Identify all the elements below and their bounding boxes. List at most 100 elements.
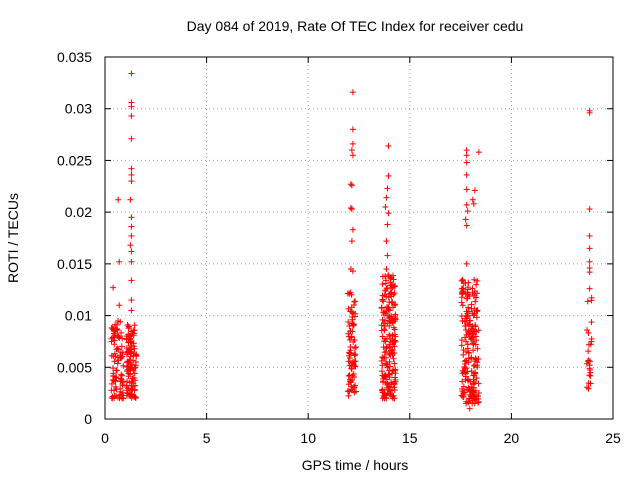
- data-point: [385, 271, 392, 278]
- data-point: [465, 349, 472, 356]
- data-point: [474, 345, 481, 352]
- data-point: [133, 352, 140, 359]
- data-point: [386, 341, 393, 348]
- data-point: [347, 344, 354, 351]
- data-point: [128, 277, 135, 284]
- data-point: [352, 382, 359, 389]
- data-point: [586, 109, 593, 116]
- data-point: [345, 305, 352, 312]
- data-point: [472, 396, 479, 403]
- data-point: [387, 335, 394, 342]
- data-point: [383, 266, 390, 273]
- data-point: [387, 290, 394, 297]
- data-point: [347, 181, 354, 188]
- data-point: [347, 205, 354, 212]
- data-point: [115, 196, 122, 203]
- data-point: [383, 238, 390, 245]
- data-point: [348, 308, 355, 315]
- data-point: [475, 327, 482, 334]
- y-tick-label: 0.02: [65, 204, 92, 220]
- data-point: [386, 322, 393, 329]
- data-point: [458, 294, 465, 301]
- data-point: [119, 335, 126, 342]
- data-point: [344, 388, 351, 395]
- data-point: [384, 185, 391, 192]
- data-point: [349, 140, 356, 147]
- data-point: [112, 377, 119, 384]
- data-point: [462, 216, 469, 223]
- data-point: [390, 355, 397, 362]
- data-point: [390, 367, 397, 374]
- data-point: [385, 142, 392, 149]
- data-point: [386, 331, 393, 338]
- y-tick-label: 0.01: [65, 308, 92, 324]
- data-point: [390, 324, 397, 331]
- data-point: [349, 359, 356, 366]
- data-point: [385, 306, 392, 313]
- data-point: [392, 378, 399, 385]
- data-point: [125, 370, 132, 377]
- data-point: [124, 378, 131, 385]
- data-point: [471, 358, 478, 365]
- data-point: [585, 329, 592, 336]
- data-point: [584, 358, 591, 365]
- data-point: [381, 326, 388, 333]
- data-point: [130, 357, 137, 364]
- data-point: [385, 371, 392, 378]
- data-point: [470, 328, 477, 335]
- data-point: [352, 298, 359, 305]
- data-point: [382, 348, 389, 355]
- data-point: [474, 307, 481, 314]
- data-point: [385, 172, 392, 179]
- data-point: [392, 282, 399, 289]
- data-point: [389, 332, 396, 339]
- data-point: [388, 299, 395, 306]
- data-point: [128, 223, 135, 230]
- data-point: [381, 391, 388, 398]
- data-point: [349, 126, 356, 133]
- data-point: [386, 350, 393, 357]
- data-point: [587, 380, 594, 387]
- data-point: [349, 316, 356, 323]
- data-point: [379, 273, 386, 280]
- data-point: [115, 357, 122, 364]
- data-point: [464, 341, 471, 348]
- data-point: [379, 316, 386, 323]
- data-point: [386, 374, 393, 381]
- data-point: [128, 232, 135, 239]
- data-point: [125, 325, 132, 332]
- data-point: [111, 387, 118, 394]
- data-point: [108, 394, 115, 401]
- data-point: [349, 372, 356, 379]
- data-point: [118, 372, 125, 379]
- data-point: [131, 322, 138, 329]
- data-point: [352, 388, 359, 395]
- data-point: [123, 387, 130, 394]
- data-point: [386, 307, 393, 314]
- data-point: [112, 353, 119, 360]
- data-point: [131, 345, 138, 352]
- data-point: [378, 368, 385, 375]
- data-point: [128, 214, 135, 221]
- data-point: [111, 350, 118, 357]
- data-point: [588, 335, 595, 342]
- data-point: [469, 196, 476, 203]
- data-point: [470, 341, 477, 348]
- data-point: [346, 372, 353, 379]
- y-tick-label: 0.015: [57, 256, 92, 272]
- data-point: [110, 284, 117, 291]
- axis-ticks: 0 5 10 15 20 25 0 0.005 0.01 0.015 0.02 0.025 0.03 0.…: [57, 49, 621, 446]
- data-point: [392, 338, 399, 345]
- data-point: [463, 147, 470, 154]
- data-point: [583, 360, 590, 367]
- data-point: [471, 305, 478, 312]
- data-point: [388, 370, 395, 377]
- data-point: [586, 232, 593, 239]
- data-point: [473, 337, 480, 344]
- data-point: [387, 351, 394, 358]
- data-point: [132, 394, 139, 401]
- data-point: [458, 299, 465, 306]
- data-point: [351, 352, 358, 359]
- data-point: [345, 319, 352, 326]
- data-point: [346, 333, 353, 340]
